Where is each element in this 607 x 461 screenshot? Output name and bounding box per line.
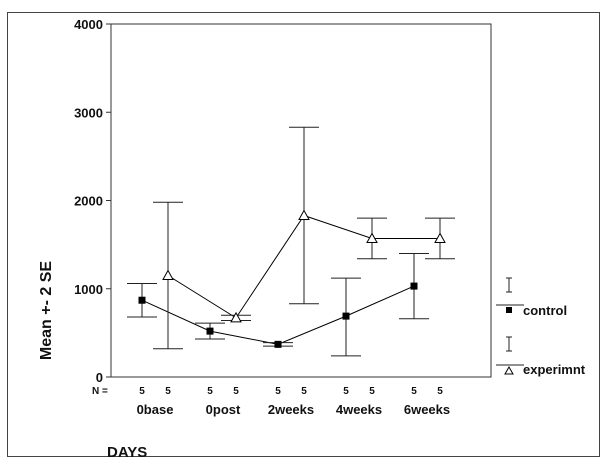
series-experimnt xyxy=(153,126,455,350)
y-tick-label: 0 xyxy=(96,370,103,385)
data-point xyxy=(138,296,146,304)
n-value: 5 xyxy=(139,386,145,397)
n-value: 5 xyxy=(275,386,281,397)
x-tick-label: 6weeks xyxy=(404,402,450,417)
series-control xyxy=(127,252,429,357)
n-value: 5 xyxy=(411,386,417,397)
legend: control experimnt xyxy=(496,277,586,377)
n-label: N = xyxy=(92,386,108,397)
n-value: 5 xyxy=(437,386,443,397)
legend-item-control: control xyxy=(496,277,567,318)
n-value: 5 xyxy=(233,386,239,397)
legend-item-experimnt: experimnt xyxy=(496,336,586,377)
y-tick-label: 1000 xyxy=(74,282,103,297)
x-tick-label: 4weeks xyxy=(336,402,382,417)
n-value: 5 xyxy=(343,386,349,397)
data-point xyxy=(298,209,310,221)
x-tick-label: 0post xyxy=(206,402,241,417)
axes xyxy=(106,23,492,378)
legend-label: control xyxy=(523,303,567,318)
n-value: 5 xyxy=(369,386,375,397)
n-value: 5 xyxy=(301,386,307,397)
data-point xyxy=(230,311,242,323)
series-line xyxy=(141,285,415,345)
legend-marker xyxy=(504,365,514,375)
data-point xyxy=(206,327,214,335)
y-tick-label: 4000 xyxy=(74,17,103,32)
data-point xyxy=(410,282,418,290)
x-tick-label: 0base xyxy=(137,402,174,417)
x-tick-label: 2weeks xyxy=(268,402,314,417)
series-layer xyxy=(127,126,455,357)
x-axis-label: DAYS xyxy=(107,444,147,461)
figure-frame xyxy=(7,12,600,457)
n-value: 5 xyxy=(207,386,213,397)
labels-layer: 0 1000 2000 3000 4000 Mean +- 2 SE 0base 0post 2… xyxy=(38,17,450,461)
legend-marker xyxy=(506,307,512,313)
y-tick-label: 3000 xyxy=(74,105,103,120)
data-point xyxy=(342,312,350,320)
data-point xyxy=(162,269,174,281)
data-point xyxy=(366,232,378,243)
n-value: 5 xyxy=(165,386,171,397)
y-tick-label: 2000 xyxy=(74,194,103,209)
legend-label: experimnt xyxy=(523,362,586,377)
data-point xyxy=(434,232,446,243)
data-point xyxy=(274,340,282,348)
y-axis-label: Mean +- 2 SE xyxy=(38,261,55,360)
